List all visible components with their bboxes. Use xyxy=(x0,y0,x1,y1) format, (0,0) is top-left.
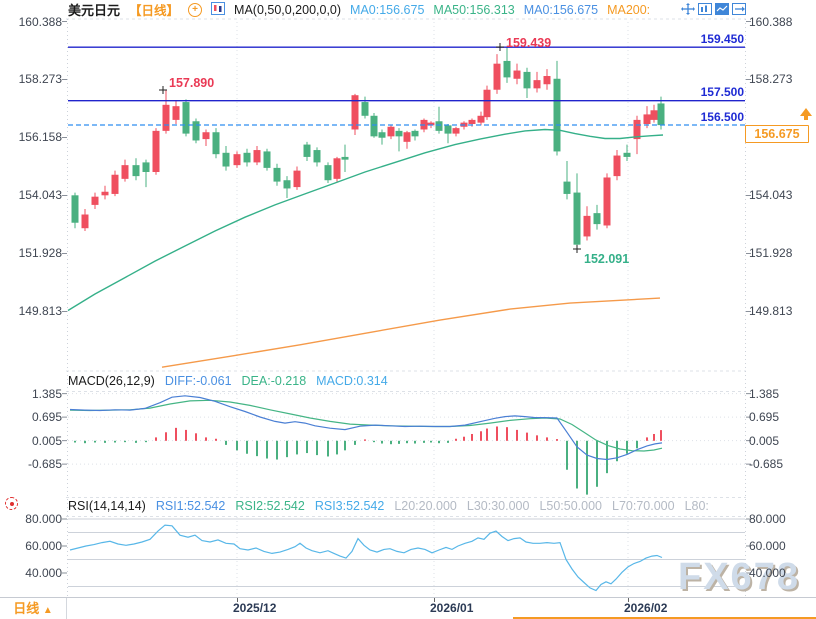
ma-settings: MA(0,50,0,200,0,0) xyxy=(234,2,342,17)
ma0b-value: MA0:156.675 xyxy=(523,2,599,17)
chevron-up-icon: ▲ xyxy=(42,605,53,616)
axis-label: 1.385 xyxy=(31,387,62,401)
axis-label: -0.685 xyxy=(27,457,62,471)
macd-hist-value: MACD:0.314 xyxy=(316,374,388,388)
axis-label: 156.158 xyxy=(18,130,62,144)
rsi-l80: L80: xyxy=(684,499,709,513)
new-window-icon[interactable] xyxy=(698,2,712,15)
candlestick-chart-icon[interactable] xyxy=(211,1,226,18)
axis-label: 60.000 xyxy=(25,539,62,553)
date-label: 2026/02 xyxy=(624,601,668,615)
axis-label: 40.000 xyxy=(749,566,786,580)
resistance-line-label: 157.500 xyxy=(700,85,744,99)
ma0-value: MA0:156.675 xyxy=(350,2,425,17)
rsi-l70: L70:70.000 xyxy=(612,499,675,513)
date-label: 2026/01 xyxy=(430,601,474,615)
axis-label: 0.695 xyxy=(31,410,62,424)
axis-label: 158.273 xyxy=(18,72,62,86)
macd-title: MACD(26,12,9) xyxy=(68,374,155,388)
ma200-value: MA200: xyxy=(607,2,651,17)
high-annotation: 159.439 xyxy=(506,36,552,50)
rsi3-value: RSI3:52.542 xyxy=(314,499,385,513)
axis-label: 40.000 xyxy=(25,566,62,580)
current-price-badge: 156.675 xyxy=(745,125,809,143)
period-selector[interactable]: 日线 ▲ xyxy=(0,598,67,619)
main-chart-header: 美元日元 【日线】 + MA(0,50,0,200,0,0) MA0:156.6… xyxy=(68,1,655,18)
period-label: 【日线】 xyxy=(129,4,180,18)
plus-circle-icon[interactable]: + xyxy=(188,2,203,17)
period-selector-label: 日线 xyxy=(13,601,40,616)
axis-label: 0.005 xyxy=(31,434,62,448)
axis-label: 154.043 xyxy=(18,188,62,202)
high-annotation: 157.890 xyxy=(169,76,215,90)
axis-label: 154.043 xyxy=(749,188,793,202)
chart-toolbar xyxy=(681,2,746,15)
rsi1-value: RSI1:52.542 xyxy=(155,499,226,513)
axis-label: 0.695 xyxy=(749,410,780,424)
rsi-l20: L20:20.000 xyxy=(394,499,457,513)
axis-tick xyxy=(237,598,238,602)
symbol-name: 美元日元 xyxy=(68,3,121,18)
axis-label: 160.388 xyxy=(749,15,793,29)
time-axis: 日线 ▲ 2025/12 2026/01 2026/02 xyxy=(0,597,816,619)
indicator-visibility-icon[interactable] xyxy=(5,497,18,510)
axis-label: -0.685 xyxy=(749,457,784,471)
axis-label: 151.928 xyxy=(749,246,793,260)
scroll-position-indicator[interactable] xyxy=(513,617,816,619)
rsi-l50: L50:50.000 xyxy=(539,499,603,513)
rsi2-value: RSI2:52.542 xyxy=(235,499,305,513)
axis-label: 151.928 xyxy=(18,246,62,260)
ma50-value: MA50:156.313 xyxy=(433,2,515,17)
axis-label: 60.000 xyxy=(749,539,786,553)
axis-tick xyxy=(628,598,629,602)
axis-label: 149.813 xyxy=(18,304,62,318)
axis-label: 160.388 xyxy=(18,15,62,29)
rsi-l30: L30:30.000 xyxy=(466,499,530,513)
support-line-label: 156.500 xyxy=(700,110,744,124)
axis-label: 1.385 xyxy=(749,387,780,401)
rsi-title: RSI(14,14,14) xyxy=(68,499,146,513)
hide-panel-icon[interactable] xyxy=(732,2,746,15)
resistance-line-label: 159.450 xyxy=(700,32,744,46)
axis-label: 149.813 xyxy=(749,304,793,318)
macd-header: MACD(26,12,9) DIFF:-0.061 DEA:-0.218 MAC… xyxy=(68,374,388,388)
pan-icon[interactable] xyxy=(681,2,695,15)
indicator-pane-icon[interactable] xyxy=(715,2,729,15)
axis-label: 0.005 xyxy=(749,434,780,448)
price-up-arrow-icon xyxy=(799,108,813,126)
axis-label: 158.273 xyxy=(749,72,793,86)
macd-diff-value: DIFF:-0.061 xyxy=(164,374,232,388)
axis-label: 80.000 xyxy=(25,512,62,526)
axis-tick xyxy=(434,598,435,602)
macd-dea-value: DEA:-0.218 xyxy=(241,374,307,388)
low-annotation: 152.091 xyxy=(584,252,630,266)
axis-label: 80.000 xyxy=(749,512,786,526)
rsi-header: RSI(14,14,14) RSI1:52.542 RSI2:52.542 RS… xyxy=(68,499,709,513)
date-label: 2025/12 xyxy=(233,601,277,615)
watermark: FX678 xyxy=(678,556,800,598)
